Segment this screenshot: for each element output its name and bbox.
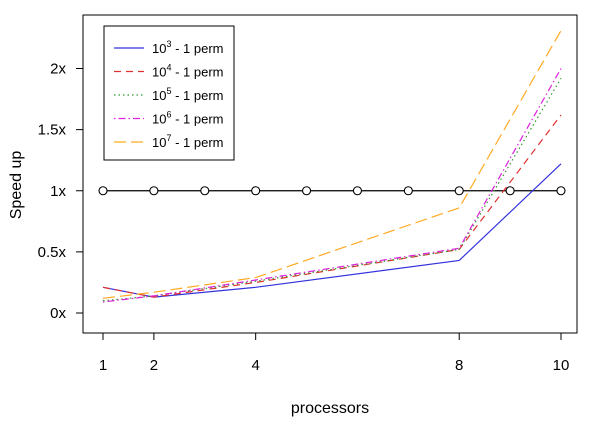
reference-point — [98, 186, 108, 196]
reference-point — [251, 186, 261, 196]
y-tick-label: 1x — [50, 183, 66, 200]
x-tick-label: 8 — [455, 357, 463, 374]
series-line-1 — [102, 163, 562, 298]
axis-layer: 1 2 4 8 10 0x 0.5x 1x 1.5x 2x — [38, 61, 570, 375]
y-axis-title: Speed up — [8, 151, 25, 220]
reference-line-layer — [98, 186, 566, 196]
y-tick-label: 0x — [50, 305, 66, 322]
legend-label: 105 - 1 perm — [152, 86, 224, 103]
reference-point — [556, 186, 566, 196]
y-tick-label: 0.5x — [38, 244, 67, 261]
reference-point — [302, 186, 312, 196]
reference-point — [149, 186, 159, 196]
x-tick-label: 1 — [99, 357, 107, 374]
series-layer — [102, 30, 562, 303]
reference-point — [200, 186, 210, 196]
series-line-4 — [102, 68, 562, 303]
reference-point — [505, 186, 515, 196]
y-tick-label: 2x — [50, 61, 66, 78]
legend-label: 106 - 1 perm — [152, 110, 224, 127]
x-axis-title: processors — [291, 400, 369, 417]
reference-point — [403, 186, 413, 196]
reference-point — [352, 186, 362, 196]
series-line-5 — [102, 30, 562, 299]
legend-label: 104 - 1 perm — [152, 63, 224, 80]
x-tick-label: 4 — [251, 357, 259, 374]
legend: 103 - 1 perm 104 - 1 perm 105 - 1 perm 106 … — [103, 25, 235, 161]
y-tick-label: 1.5x — [38, 122, 67, 139]
legend-label: 103 - 1 perm — [152, 39, 224, 56]
x-tick-label: 10 — [553, 357, 570, 374]
legend-label: 107 - 1 perm — [152, 133, 224, 150]
series-line-3 — [102, 77, 562, 302]
reference-point — [454, 186, 464, 196]
x-tick-label: 2 — [150, 357, 158, 374]
